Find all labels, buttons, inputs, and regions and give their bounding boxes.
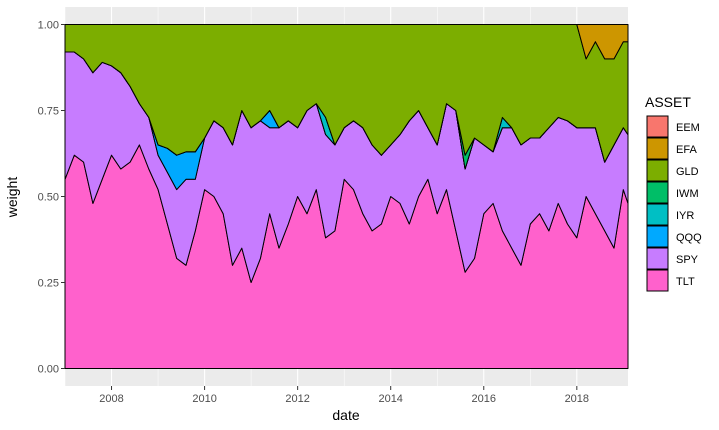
legend-label-eem: EEM	[676, 122, 700, 134]
legend-key-gld	[646, 159, 669, 182]
x-tick-label: 2018	[565, 393, 589, 405]
legend-label-iwm: IWM	[676, 188, 699, 200]
legend-key-qqq	[646, 225, 669, 248]
y-tick-label: 0.50	[38, 192, 59, 204]
x-tick-label: 2008	[99, 393, 123, 405]
legend-label-tlt: TLT	[676, 276, 695, 288]
x-tick-label: 2014	[378, 393, 402, 405]
x-tick-label: 2016	[472, 393, 496, 405]
y-tick-label: 1.00	[38, 20, 59, 32]
legend-label-gld: GLD	[676, 166, 699, 178]
legend-key-iyr	[646, 203, 669, 226]
legend-label-iyr: IYR	[676, 210, 694, 222]
legend: ASSET EEM EFA GLD IWM IYR QQQ SPY TLT	[645, 94, 702, 292]
y-tick-label: 0.00	[38, 364, 59, 376]
legend-key-eem	[646, 115, 669, 138]
y-axis-title: weight	[4, 177, 20, 219]
legend-title: ASSET	[645, 94, 691, 110]
y-tick-label: 0.25	[38, 278, 59, 290]
x-axis: 2008 2010 2012 2014 2016 2018	[99, 386, 589, 405]
legend-key-iwm	[646, 181, 669, 204]
area-layers	[64, 24, 629, 369]
x-axis-title: date	[332, 407, 359, 423]
x-tick-label: 2010	[192, 393, 216, 405]
y-axis: 0.00 0.25 0.50 0.75 1.00	[38, 20, 65, 376]
area-efa	[64, 24, 629, 60]
legend-label-qqq: QQQ	[676, 232, 702, 244]
legend-key-tlt	[646, 269, 669, 292]
legend-label-efa: EFA	[676, 144, 697, 156]
x-tick-label: 2012	[285, 393, 309, 405]
legend-key-spy	[646, 247, 669, 270]
legend-key-efa	[646, 137, 669, 160]
legend-label-spy: SPY	[676, 254, 699, 266]
y-tick-label: 0.75	[38, 106, 59, 118]
